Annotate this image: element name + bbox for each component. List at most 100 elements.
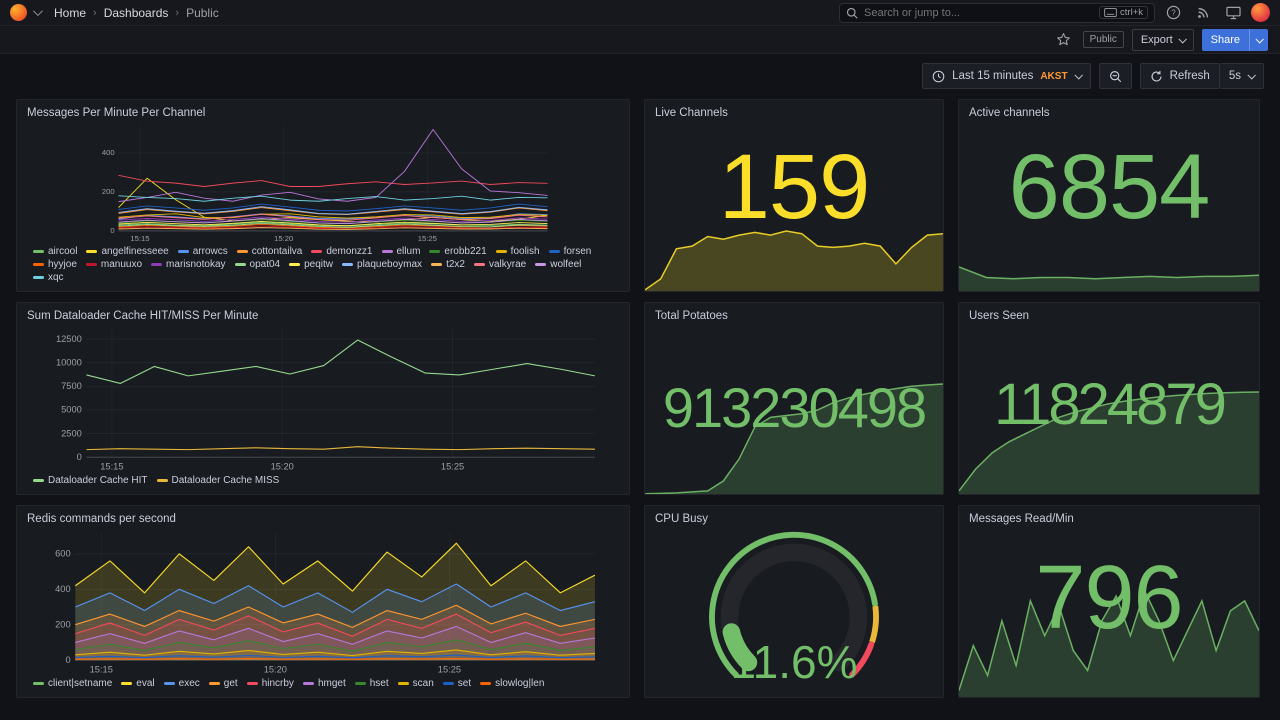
display-button[interactable]	[1221, 1, 1245, 25]
legend-color-marker	[302, 682, 314, 685]
legend-item[interactable]: foolish	[495, 246, 540, 257]
refresh-interval-button[interactable]: 5s	[1219, 63, 1264, 89]
grafana-logo[interactable]	[10, 4, 27, 21]
breadcrumb-dashboards[interactable]: Dashboards	[103, 5, 169, 20]
legend-item[interactable]: aircool	[33, 246, 77, 257]
legend-color-marker	[33, 250, 44, 253]
panel-title[interactable]: Messages Read/Min	[969, 513, 1074, 525]
panel-title[interactable]: Messages Per Minute Per Channel	[27, 107, 206, 119]
panel-title[interactable]: Users Seen	[969, 310, 1030, 322]
legend-item[interactable]: Dataloader Cache HIT	[33, 475, 148, 486]
search-box[interactable]: ctrl+k	[839, 2, 1155, 23]
legend-item[interactable]: angelfinesseee	[86, 246, 169, 257]
legend-item[interactable]: exec	[163, 678, 200, 689]
chevron-down-icon	[1178, 34, 1187, 44]
legend-item[interactable]: cottontailva	[236, 246, 302, 257]
legend-item[interactable]: forsen	[548, 246, 591, 257]
rss-icon	[1198, 7, 1209, 18]
legend-color-marker	[311, 250, 323, 253]
panel-title[interactable]: CPU Busy	[655, 513, 709, 525]
panel-title[interactable]: Total Potatoes	[655, 310, 728, 322]
legend-item[interactable]: erobb221	[429, 246, 487, 257]
svg-text:15:25: 15:25	[438, 664, 461, 674]
legend-item[interactable]: get	[208, 678, 238, 689]
legend-item[interactable]: xqc	[33, 272, 64, 283]
svg-text:400: 400	[55, 584, 71, 594]
panel-messages-read: Messages Read/Min 796	[958, 505, 1260, 698]
avatar[interactable]	[1251, 3, 1270, 22]
breadcrumb-home[interactable]: Home	[54, 5, 87, 20]
legend-item[interactable]: Dataloader Cache MISS	[156, 475, 279, 486]
panel-cpu-busy: CPU Busy 11.6%	[644, 505, 944, 698]
dataloader-chart[interactable]: 15:15 15:20 15:25 0 2500 5000 7500 10000 12500	[23, 324, 623, 473]
search-input[interactable]	[864, 6, 1094, 19]
legend-item[interactable]: set	[442, 678, 471, 689]
time-toolbar: Last 15 minutes AKST Refresh 5s	[0, 54, 1280, 95]
cpu-busy-gauge	[709, 531, 879, 678]
svg-text:10000: 10000	[56, 357, 82, 367]
legend-item[interactable]: valkyrae	[473, 259, 526, 270]
svg-text:7500: 7500	[61, 381, 82, 391]
legend-color-marker	[86, 250, 98, 253]
star-button[interactable]	[1053, 29, 1075, 51]
share-button[interactable]: Share	[1201, 28, 1268, 51]
legend-color-marker	[236, 250, 248, 253]
breadcrumb-current: Public	[186, 5, 219, 20]
legend-item[interactable]: demonzz1	[311, 246, 373, 257]
legend-item[interactable]: opat04	[234, 259, 280, 270]
active-channels-value: 6854	[1008, 136, 1211, 238]
star-icon	[1057, 33, 1070, 46]
legend-item[interactable]: hmget	[302, 678, 346, 689]
zoom-out-button[interactable]	[1098, 63, 1132, 89]
messages-chart[interactable]: 15:15 15:20 15:25 0 200 400	[23, 121, 623, 244]
time-range-picker[interactable]: Last 15 minutes AKST	[922, 63, 1091, 89]
legend-item[interactable]: client|setname	[33, 678, 112, 689]
legend-color-marker	[397, 682, 409, 685]
svg-text:600: 600	[55, 549, 71, 559]
panel-title[interactable]: Live Channels	[655, 107, 728, 119]
svg-text:15:25: 15:25	[441, 461, 464, 471]
legend-color-marker	[480, 682, 492, 685]
svg-text:0: 0	[110, 226, 114, 235]
panel-users-seen: Users Seen 11824879	[958, 302, 1260, 495]
legend-color-marker	[33, 276, 44, 279]
share-menu-button[interactable]	[1249, 28, 1268, 51]
legend-item[interactable]: wolfeel	[535, 259, 581, 270]
legend-color-marker	[33, 479, 44, 482]
panel-redis-commands: Redis commands per second 15:15 15:20 15:2…	[16, 505, 630, 698]
svg-text:400: 400	[102, 148, 115, 157]
legend-item[interactable]: eval	[121, 678, 155, 689]
legend-color-marker	[246, 682, 258, 685]
legend-item[interactable]: t2x2	[431, 259, 465, 270]
panel-title[interactable]: Active channels	[969, 107, 1050, 119]
legend-item[interactable]: ellum	[381, 246, 420, 257]
legend-item[interactable]: marisnotokay	[151, 259, 226, 270]
legend-item[interactable]: hset	[354, 678, 389, 689]
total-potatoes-sparkline	[645, 383, 943, 494]
help-button[interactable]: ?	[1161, 1, 1185, 25]
legend-item[interactable]: peqitw	[289, 259, 333, 270]
legend-item[interactable]: manuuxo	[85, 259, 142, 270]
legend-color-marker	[429, 250, 441, 253]
legend-item[interactable]: hyyjoe	[33, 259, 77, 270]
news-button[interactable]	[1191, 1, 1215, 25]
legend-item[interactable]: slowlog|len	[480, 678, 544, 689]
total-potatoes-value: 913230498	[662, 376, 927, 439]
messages-legend: aircool angelfinesseee arrowcs cottontailva…	[23, 244, 623, 289]
legend-color-marker	[156, 479, 168, 482]
svg-text:15:15: 15:15	[130, 234, 149, 243]
clock-icon	[932, 70, 945, 82]
export-button[interactable]: Export	[1131, 28, 1194, 51]
redis-legend: client|setname eval exec get hincrby hmget hse…	[23, 676, 623, 695]
panel-title[interactable]: Sum Dataloader Cache HIT/MISS Per Minute	[27, 310, 259, 322]
legend-item[interactable]: scan	[397, 678, 434, 689]
org-switcher-chevron-icon[interactable]	[32, 6, 43, 17]
legend-item[interactable]: hincrby	[246, 678, 294, 689]
panel-title[interactable]: Redis commands per second	[27, 513, 176, 525]
redis-chart[interactable]: 15:15 15:20 15:25 0 200 400 600	[23, 527, 623, 676]
legend-item[interactable]: plaqueboymax	[342, 259, 422, 270]
refresh-icon	[1151, 70, 1162, 82]
svg-text:?: ?	[1171, 8, 1176, 17]
refresh-button[interactable]: Refresh	[1139, 63, 1220, 89]
legend-item[interactable]: arrowcs	[177, 246, 228, 257]
